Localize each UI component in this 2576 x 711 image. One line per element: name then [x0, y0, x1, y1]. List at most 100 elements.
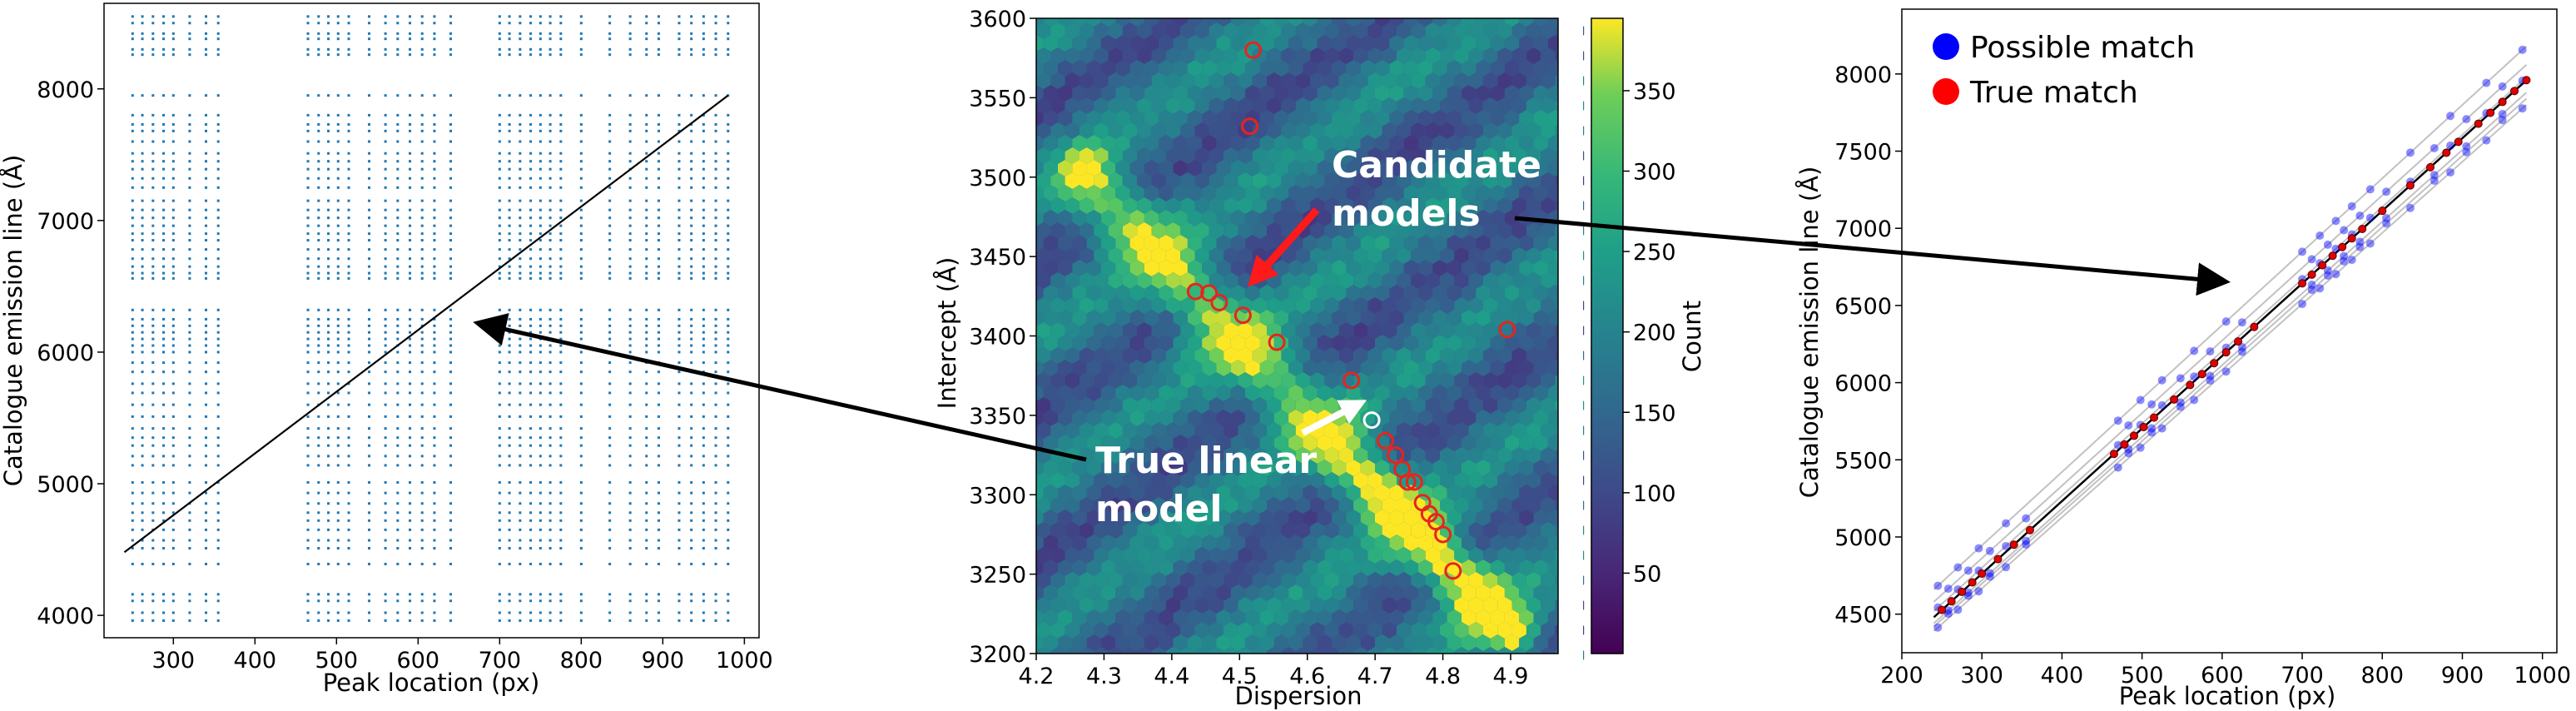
p2-hexbin	[1541, 197, 1556, 214]
p2-hexbin	[1165, 422, 1181, 439]
p2-hexbin	[1375, 634, 1390, 651]
p1-point	[205, 370, 208, 374]
p2-hexbin	[1180, 422, 1195, 439]
p1-point	[498, 122, 501, 126]
p3-possible-point	[2124, 449, 2133, 458]
p2-hexbin	[1267, 22, 1282, 39]
p2-hexbin	[1080, 172, 1094, 189]
p2-hexbin	[1476, 335, 1491, 351]
p1-point	[559, 248, 563, 251]
p1-point	[368, 186, 371, 189]
p2-hexbin	[1187, 35, 1203, 52]
p2-hexbin	[1440, 472, 1455, 489]
p2-hexbin	[1367, 572, 1382, 589]
p2-hexbin	[1165, 572, 1181, 589]
p2-hexbin	[1122, 622, 1138, 639]
p1-point	[317, 140, 320, 143]
p2-colorbar	[1591, 17, 1624, 654]
p2-hexbin	[1288, 260, 1303, 276]
p2-hexbin	[1432, 360, 1447, 376]
p2-hexbin	[1511, 397, 1526, 414]
p2-hexbin	[1043, 135, 1058, 152]
p2-hexbin	[1187, 435, 1203, 451]
p2-hexbin	[1454, 547, 1469, 564]
p2-hexbin	[1360, 260, 1375, 276]
p1-point	[162, 611, 166, 614]
p2-hexbin	[1411, 172, 1426, 189]
p2-hexbin	[1375, 559, 1390, 576]
p1-point	[336, 562, 340, 565]
p1-point	[690, 129, 693, 132]
p2-hexbin	[1511, 372, 1526, 389]
p2-hexbin	[1425, 447, 1440, 464]
p2-hexbin	[1425, 572, 1440, 589]
p3-possible-point	[1953, 605, 1963, 614]
p1-point	[548, 464, 552, 467]
p1-point	[396, 152, 400, 155]
p1-point	[579, 436, 583, 440]
p1-point	[678, 94, 681, 97]
p2-hexbin	[1165, 497, 1181, 514]
p3-possible-point	[2446, 141, 2455, 150]
p1-point	[727, 257, 730, 261]
p2-hexbin	[1259, 385, 1274, 401]
p1-point	[508, 611, 511, 614]
p2-hexbin	[1094, 247, 1109, 264]
p1-point	[396, 248, 400, 251]
p1-point	[714, 167, 717, 171]
p2-hexbin	[1411, 547, 1426, 564]
p2-hexbin	[1389, 485, 1404, 501]
p1-point	[384, 351, 387, 354]
p1-point	[539, 22, 542, 25]
p1-point	[368, 611, 371, 614]
p3-possible-point	[2518, 104, 2527, 113]
p1-point	[628, 491, 632, 495]
p1-point	[205, 224, 208, 227]
p2-hexbin	[1036, 147, 1051, 164]
p2-hexbin	[1541, 247, 1556, 264]
p2-hexbin	[1432, 210, 1447, 226]
p2-hexbin	[1397, 572, 1412, 589]
p2-hexbin	[1129, 534, 1144, 551]
p1-point	[162, 370, 166, 374]
p1-point	[131, 344, 134, 347]
p1-point	[714, 239, 717, 242]
p2-hexbin	[1454, 22, 1469, 39]
p1-point	[347, 502, 350, 505]
p1-point	[384, 317, 387, 321]
p1-point	[409, 324, 412, 327]
p2-hexbin	[1273, 185, 1289, 201]
p1-point	[151, 539, 155, 542]
p2-hexbin	[1317, 584, 1333, 601]
p1-point	[657, 611, 660, 614]
p1-point	[559, 415, 563, 418]
p1-point	[727, 208, 730, 211]
p2-hexbin	[1151, 422, 1166, 439]
p2-hexbin	[1382, 397, 1397, 414]
p1-point	[690, 337, 693, 341]
p1-point	[529, 480, 533, 484]
p2-hexbin	[1338, 47, 1354, 64]
p2-hexbin	[1202, 335, 1217, 351]
p2-hexbin	[1411, 522, 1426, 539]
p2-hexbin	[1245, 85, 1260, 102]
p2-hexbin	[1497, 597, 1512, 614]
p1-point	[702, 239, 705, 242]
p2-hexbin	[1122, 272, 1138, 289]
p1-point	[608, 257, 612, 261]
p2-hexbin	[1050, 497, 1065, 514]
p2-hexbin	[1397, 622, 1412, 639]
p1-point	[645, 436, 648, 440]
p1-point	[205, 152, 208, 155]
p2-hexbin	[1332, 35, 1347, 52]
p2-hexbin	[1187, 485, 1203, 501]
p2-hexbin	[1281, 422, 1296, 439]
p1-point	[188, 15, 191, 18]
p2-hexbin	[1375, 60, 1390, 77]
p1-point	[420, 276, 424, 280]
p2-hexbin	[1519, 160, 1534, 177]
p2-hexbin	[1353, 147, 1368, 164]
p1-point	[628, 611, 632, 614]
p3-possible-point	[2113, 416, 2122, 425]
p1-point	[409, 317, 412, 321]
